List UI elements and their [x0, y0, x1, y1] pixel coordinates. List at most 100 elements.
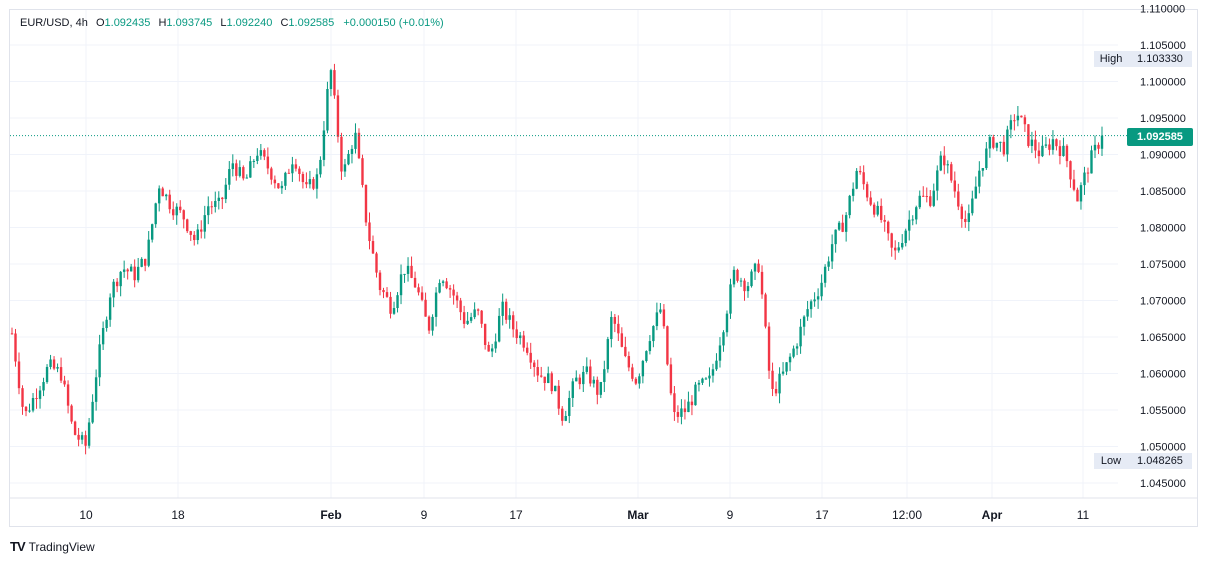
candle-body: [515, 329, 518, 339]
candle-body: [175, 206, 178, 216]
candle: [235, 159, 238, 181]
candle: [518, 331, 522, 345]
candle-body: [561, 408, 564, 421]
candle: [771, 362, 774, 397]
legend-symbol[interactable]: EUR/USD: [20, 17, 70, 29]
candle-body: [263, 150, 266, 157]
candle: [827, 256, 830, 271]
candle: [936, 165, 939, 201]
candle: [273, 175, 277, 189]
candle: [473, 302, 476, 320]
candle: [792, 345, 795, 359]
candle: [1097, 142, 1100, 155]
brand-name: TradingView: [28, 539, 95, 554]
candle-body: [161, 188, 164, 197]
candle-body: [915, 207, 918, 220]
candle: [14, 328, 17, 367]
legend-high-label: H: [158, 17, 167, 29]
candle-body: [687, 401, 690, 413]
candle-body: [690, 401, 694, 406]
candle: [350, 145, 354, 164]
candle: [729, 278, 732, 319]
candle: [347, 150, 350, 166]
candle-body: [876, 205, 879, 215]
candle: [410, 256, 413, 279]
candle: [690, 395, 694, 416]
candle: [129, 263, 133, 272]
candle: [1076, 187, 1079, 202]
candle-body: [1065, 145, 1069, 162]
candle: [228, 161, 231, 190]
legend-close-value: 1.092585: [288, 17, 335, 29]
candle: [98, 334, 101, 387]
candle-body: [820, 282, 823, 297]
candle-body: [718, 345, 722, 361]
candle: [158, 185, 161, 212]
candle: [1020, 115, 1023, 118]
candle-body: [781, 371, 785, 374]
candle-body: [210, 206, 213, 208]
candle: [196, 224, 199, 245]
candle: [704, 377, 708, 380]
candle-body: [858, 170, 862, 173]
candle: [189, 230, 192, 242]
candle: [70, 404, 73, 424]
candle-body: [564, 415, 567, 421]
candle: [501, 293, 504, 326]
candle: [999, 141, 1002, 152]
candle: [21, 385, 24, 415]
x-tick-label: 18: [171, 508, 185, 522]
candle: [438, 279, 441, 294]
candle-body: [98, 344, 101, 378]
candle: [375, 251, 378, 278]
candle-body: [133, 266, 136, 281]
candle: [354, 123, 357, 154]
candle-body: [31, 398, 35, 411]
candle: [224, 178, 227, 204]
candle-body: [441, 281, 445, 283]
legend-interval[interactable]: 4h: [75, 17, 88, 29]
candle: [221, 196, 224, 210]
candle: [378, 270, 382, 296]
candle-body: [855, 170, 858, 189]
candle-body: [1006, 129, 1009, 155]
tradingview-brand[interactable]: TV TradingView: [10, 539, 95, 554]
candle-body: [988, 137, 992, 149]
candle: [147, 231, 150, 268]
candle: [287, 168, 291, 174]
candle-body: [431, 316, 434, 331]
candle-body: [918, 195, 921, 208]
candle: [862, 165, 865, 190]
candle: [245, 174, 249, 179]
candle: [45, 364, 49, 384]
candle-body: [592, 379, 596, 384]
candle: [694, 381, 697, 406]
candle-body: [774, 388, 778, 394]
candle-body: [771, 370, 774, 389]
candle-body: [448, 288, 452, 290]
candle-body: [445, 281, 448, 289]
y-tick-label: 1.050000: [1140, 442, 1186, 454]
candle: [336, 89, 340, 143]
candle-body: [599, 381, 603, 395]
candle: [238, 160, 242, 178]
candle-body: [1090, 150, 1093, 174]
candle: [52, 356, 56, 371]
candle-body: [189, 231, 192, 235]
candle-body: [277, 183, 280, 189]
candle-body: [368, 222, 371, 242]
candle: [887, 220, 890, 241]
candle-body: [122, 269, 126, 272]
candle: [736, 268, 739, 283]
candle-body: [249, 161, 252, 178]
candle: [764, 292, 767, 329]
candle-body: [785, 362, 788, 372]
candle: [1002, 135, 1006, 157]
candle-body: [129, 266, 133, 272]
candle: [186, 218, 189, 234]
candle-body: [305, 182, 308, 185]
candle-body: [894, 247, 897, 251]
candle: [431, 314, 434, 336]
y-tick-label: 1.060000: [1140, 369, 1186, 381]
